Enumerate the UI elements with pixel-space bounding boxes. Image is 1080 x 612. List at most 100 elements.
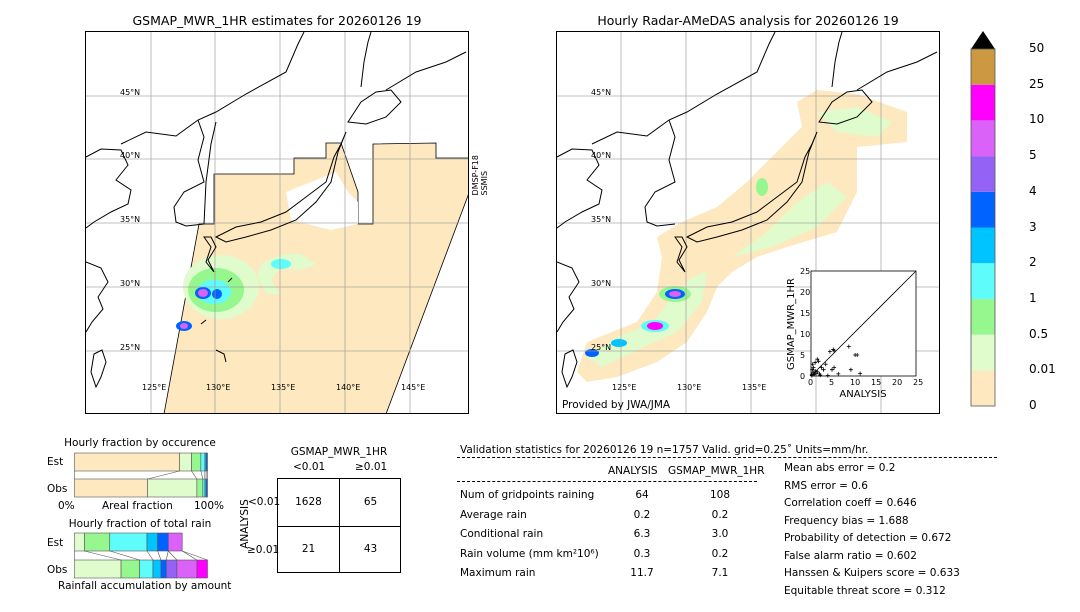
scatter-point bbox=[836, 371, 841, 376]
colorbar-bin bbox=[971, 84, 995, 121]
lon-label: 135°E bbox=[742, 383, 766, 392]
connector-line bbox=[200, 470, 204, 480]
lat-label: 35°N bbox=[120, 215, 140, 224]
central-japan-unobserved bbox=[286, 172, 358, 230]
colorbar-tick-label: 4 bbox=[1029, 183, 1037, 198]
rain-fraction-title: Hourly fraction of total rain bbox=[68, 518, 212, 530]
stat-gsmap-value: 108 bbox=[709, 489, 731, 501]
lat-label: 40°N bbox=[591, 151, 611, 160]
score-line: Hanssen & Kuipers score = 0.633 bbox=[784, 567, 960, 579]
scatter-ytick: 10 bbox=[800, 330, 810, 339]
grid-lines bbox=[86, 32, 468, 413]
right-map: 45°N 40°N 35°N 30°N 25°N 125°E 130°E 135… bbox=[556, 31, 940, 414]
scatter-ytick: 20 bbox=[800, 288, 810, 297]
colorbar-tick-label: 10 bbox=[1029, 112, 1045, 127]
colorbar-tick-label: 50 bbox=[1029, 41, 1045, 55]
colorbar-tick-label: 0.01 bbox=[1029, 362, 1056, 377]
colorbar-tick-label: 0.5 bbox=[1029, 326, 1049, 341]
scatter-xtick: 25 bbox=[913, 378, 923, 387]
scatter-point bbox=[821, 367, 826, 372]
scatter-point bbox=[831, 347, 836, 352]
occ-tick-0: 0% bbox=[58, 500, 75, 512]
cell-miss: 21 bbox=[301, 543, 316, 555]
stats-col-analysis: ANALYSIS bbox=[608, 465, 658, 477]
colorbar-bin bbox=[971, 334, 995, 371]
lon-label: 125°E bbox=[612, 383, 636, 392]
bar-segment-est bbox=[84, 532, 111, 552]
stat-gsmap-value: 7.1 bbox=[711, 567, 729, 579]
bar-segment-est bbox=[109, 532, 148, 552]
occ-tick-100: 100% bbox=[194, 500, 225, 512]
colorbar-tick-label: 0 bbox=[1029, 398, 1037, 412]
colorbar bbox=[970, 31, 996, 407]
bar-segment-est bbox=[74, 452, 180, 472]
lat-label: 45°N bbox=[591, 88, 611, 97]
data-credit: Provided by JWA/JMA bbox=[562, 399, 671, 411]
left-map: 45°N 40°N 35°N 30°N 25°N 125°E 130°E 135… bbox=[85, 31, 469, 414]
right-map-title: Hourly Radar-AMeDAS analysis for 2026012… bbox=[597, 13, 899, 28]
scatter-xtick: 5 bbox=[829, 378, 834, 387]
coastlines bbox=[557, 32, 938, 389]
bar-segment-obs bbox=[165, 559, 178, 579]
lat-label: 35°N bbox=[591, 215, 611, 224]
left-lat-labels: 45°N 40°N 35°N 30°N 25°N bbox=[120, 88, 140, 352]
cell-hit: 43 bbox=[363, 543, 378, 555]
lon-label: 135°E bbox=[271, 383, 295, 392]
bar-segment-obs bbox=[196, 478, 204, 498]
coastlines bbox=[86, 32, 467, 389]
bar-segment-est bbox=[200, 452, 206, 472]
scatter-point bbox=[815, 369, 820, 374]
score-line: False alarm ratio = 0.602 bbox=[784, 549, 917, 562]
bar-segment-obs bbox=[139, 559, 154, 579]
score-line: Frequency bias = 1.688 bbox=[784, 514, 909, 527]
scatter-point bbox=[811, 365, 816, 370]
stat-analysis-value: 6.3 bbox=[633, 528, 651, 540]
one-to-one-line bbox=[810, 270, 917, 377]
colorbar-bin bbox=[971, 227, 995, 264]
lon-label: 125°E bbox=[142, 383, 166, 392]
stat-label: Average rain bbox=[460, 508, 527, 521]
scatter-ytick: 25 bbox=[800, 267, 810, 276]
lon-label: 145°E bbox=[401, 383, 425, 392]
colorbar-bin bbox=[971, 370, 995, 406]
stats-col-gsmap: GSMAP_MWR_1HR bbox=[668, 465, 765, 477]
lat-label: 30°N bbox=[591, 279, 611, 288]
colorbar-bin bbox=[971, 298, 995, 335]
stats-header: Validation statistics for 20260126 19 n=… bbox=[460, 444, 869, 456]
score-line: Probability of detection = 0.672 bbox=[784, 532, 952, 544]
stat-gsmap-value: 3.0 bbox=[711, 528, 729, 540]
colorbar-bin bbox=[971, 191, 995, 228]
scatter-point bbox=[810, 367, 815, 372]
scatter-point bbox=[813, 368, 818, 373]
connector-line bbox=[146, 550, 154, 561]
connector-line bbox=[191, 470, 198, 480]
contingency-row-label: <0.01 bbox=[248, 496, 281, 508]
contingency-col-title: GSMAP_MWR_1HR bbox=[290, 446, 388, 458]
bar-segment-obs bbox=[147, 478, 198, 498]
scatter-inset: 0 5 10 15 20 25 0 5 10 15 20 25 ANALYSIS GSMAP_MWR_1H… bbox=[786, 267, 923, 400]
scatter-xtick: 15 bbox=[871, 378, 881, 387]
scatter-xtick: 20 bbox=[892, 378, 902, 387]
right-map-canvas: 45°N 40°N 35°N 30°N 25°N 125°E 130°E 135… bbox=[557, 32, 939, 413]
occurrence-title: Hourly fraction by occurence bbox=[64, 437, 216, 449]
bar-segment-obs bbox=[74, 559, 122, 579]
scatter-point bbox=[858, 371, 863, 376]
contingency-row-label: ≥0.01 bbox=[247, 544, 280, 556]
rain-xlabel: Rainfall accumulation by amount bbox=[58, 580, 232, 592]
lon-label: 130°E bbox=[206, 383, 230, 392]
stat-analysis-value: 64 bbox=[635, 489, 649, 501]
lat-label: 25°N bbox=[591, 343, 611, 352]
colorbar-tick-label: 3 bbox=[1029, 219, 1037, 234]
lat-label: 40°N bbox=[120, 151, 140, 160]
scatter-point bbox=[832, 365, 837, 370]
bar-segment-obs bbox=[196, 559, 208, 579]
connector-line bbox=[182, 550, 198, 561]
left-map-title: GSMAP_MWR_1HR estimates for 20260126 19 bbox=[132, 13, 422, 28]
colorbar-tick-label: 2 bbox=[1029, 255, 1037, 270]
score-line: RMS error = 0.6 bbox=[784, 479, 868, 492]
bar-segment-est bbox=[179, 452, 192, 472]
right-lat-labels: 45°N 40°N 35°N 30°N 25°N bbox=[591, 88, 611, 352]
scatter-point bbox=[818, 373, 823, 378]
occ-xlabel: Areal fraction bbox=[102, 500, 173, 512]
